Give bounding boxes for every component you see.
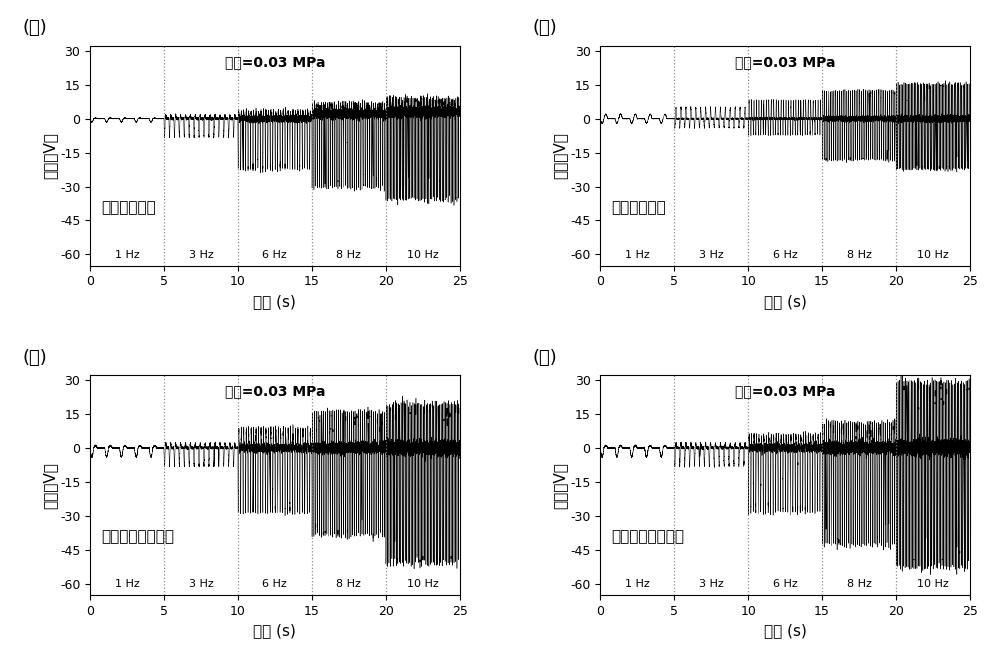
Text: 8 Hz: 8 Hz — [336, 579, 361, 589]
Y-axis label: 电压（V）: 电压（V） — [42, 133, 57, 179]
Text: 10 Hz: 10 Hz — [917, 579, 949, 589]
Text: 球或椭球多层结构: 球或椭球多层结构 — [611, 529, 684, 544]
Y-axis label: 电压（V）: 电压（V） — [42, 462, 57, 508]
Text: 压强=0.03 MPa: 压强=0.03 MPa — [735, 55, 835, 69]
Text: (ｃ): (ｃ) — [22, 348, 47, 367]
Text: (ｂ): (ｂ) — [532, 19, 557, 38]
Text: 1 Hz: 1 Hz — [625, 250, 650, 260]
Text: 1 Hz: 1 Hz — [115, 250, 139, 260]
Text: 压强=0.03 MPa: 压强=0.03 MPa — [225, 384, 325, 398]
Text: 6 Hz: 6 Hz — [262, 250, 287, 260]
Text: 1 Hz: 1 Hz — [115, 579, 139, 589]
Text: 8 Hz: 8 Hz — [336, 250, 361, 260]
Text: 10 Hz: 10 Hz — [407, 579, 439, 589]
X-axis label: 时间 (s): 时间 (s) — [253, 294, 296, 309]
Text: 6 Hz: 6 Hz — [773, 579, 798, 589]
Text: 6 Hz: 6 Hz — [262, 579, 287, 589]
Y-axis label: 电压（V）: 电压（V） — [552, 133, 567, 179]
Text: 3 Hz: 3 Hz — [699, 579, 724, 589]
Text: (ｄ): (ｄ) — [532, 348, 557, 367]
Text: 1 Hz: 1 Hz — [625, 579, 650, 589]
Text: (ａ): (ａ) — [22, 19, 47, 38]
Text: 3 Hz: 3 Hz — [189, 579, 213, 589]
Y-axis label: 电压（V）: 电压（V） — [552, 462, 567, 508]
Text: 8 Hz: 8 Hz — [847, 579, 872, 589]
Text: 10 Hz: 10 Hz — [407, 250, 439, 260]
Text: 压强=0.03 MPa: 压强=0.03 MPa — [735, 384, 835, 398]
Text: 球或椭球单层结构: 球或椭球单层结构 — [101, 529, 174, 544]
X-axis label: 时间 (s): 时间 (s) — [764, 623, 807, 638]
Text: 3 Hz: 3 Hz — [699, 250, 724, 260]
Text: 3 Hz: 3 Hz — [189, 250, 213, 260]
Text: 10 Hz: 10 Hz — [917, 250, 949, 260]
Text: 6 Hz: 6 Hz — [773, 250, 798, 260]
X-axis label: 时间 (s): 时间 (s) — [253, 623, 296, 638]
Text: 8 Hz: 8 Hz — [847, 250, 872, 260]
X-axis label: 时间 (s): 时间 (s) — [764, 294, 807, 309]
Text: 压强=0.03 MPa: 压强=0.03 MPa — [225, 55, 325, 69]
Text: 平面单层结构: 平面单层结构 — [101, 200, 156, 215]
Text: 平面多层结构: 平面多层结构 — [611, 200, 666, 215]
